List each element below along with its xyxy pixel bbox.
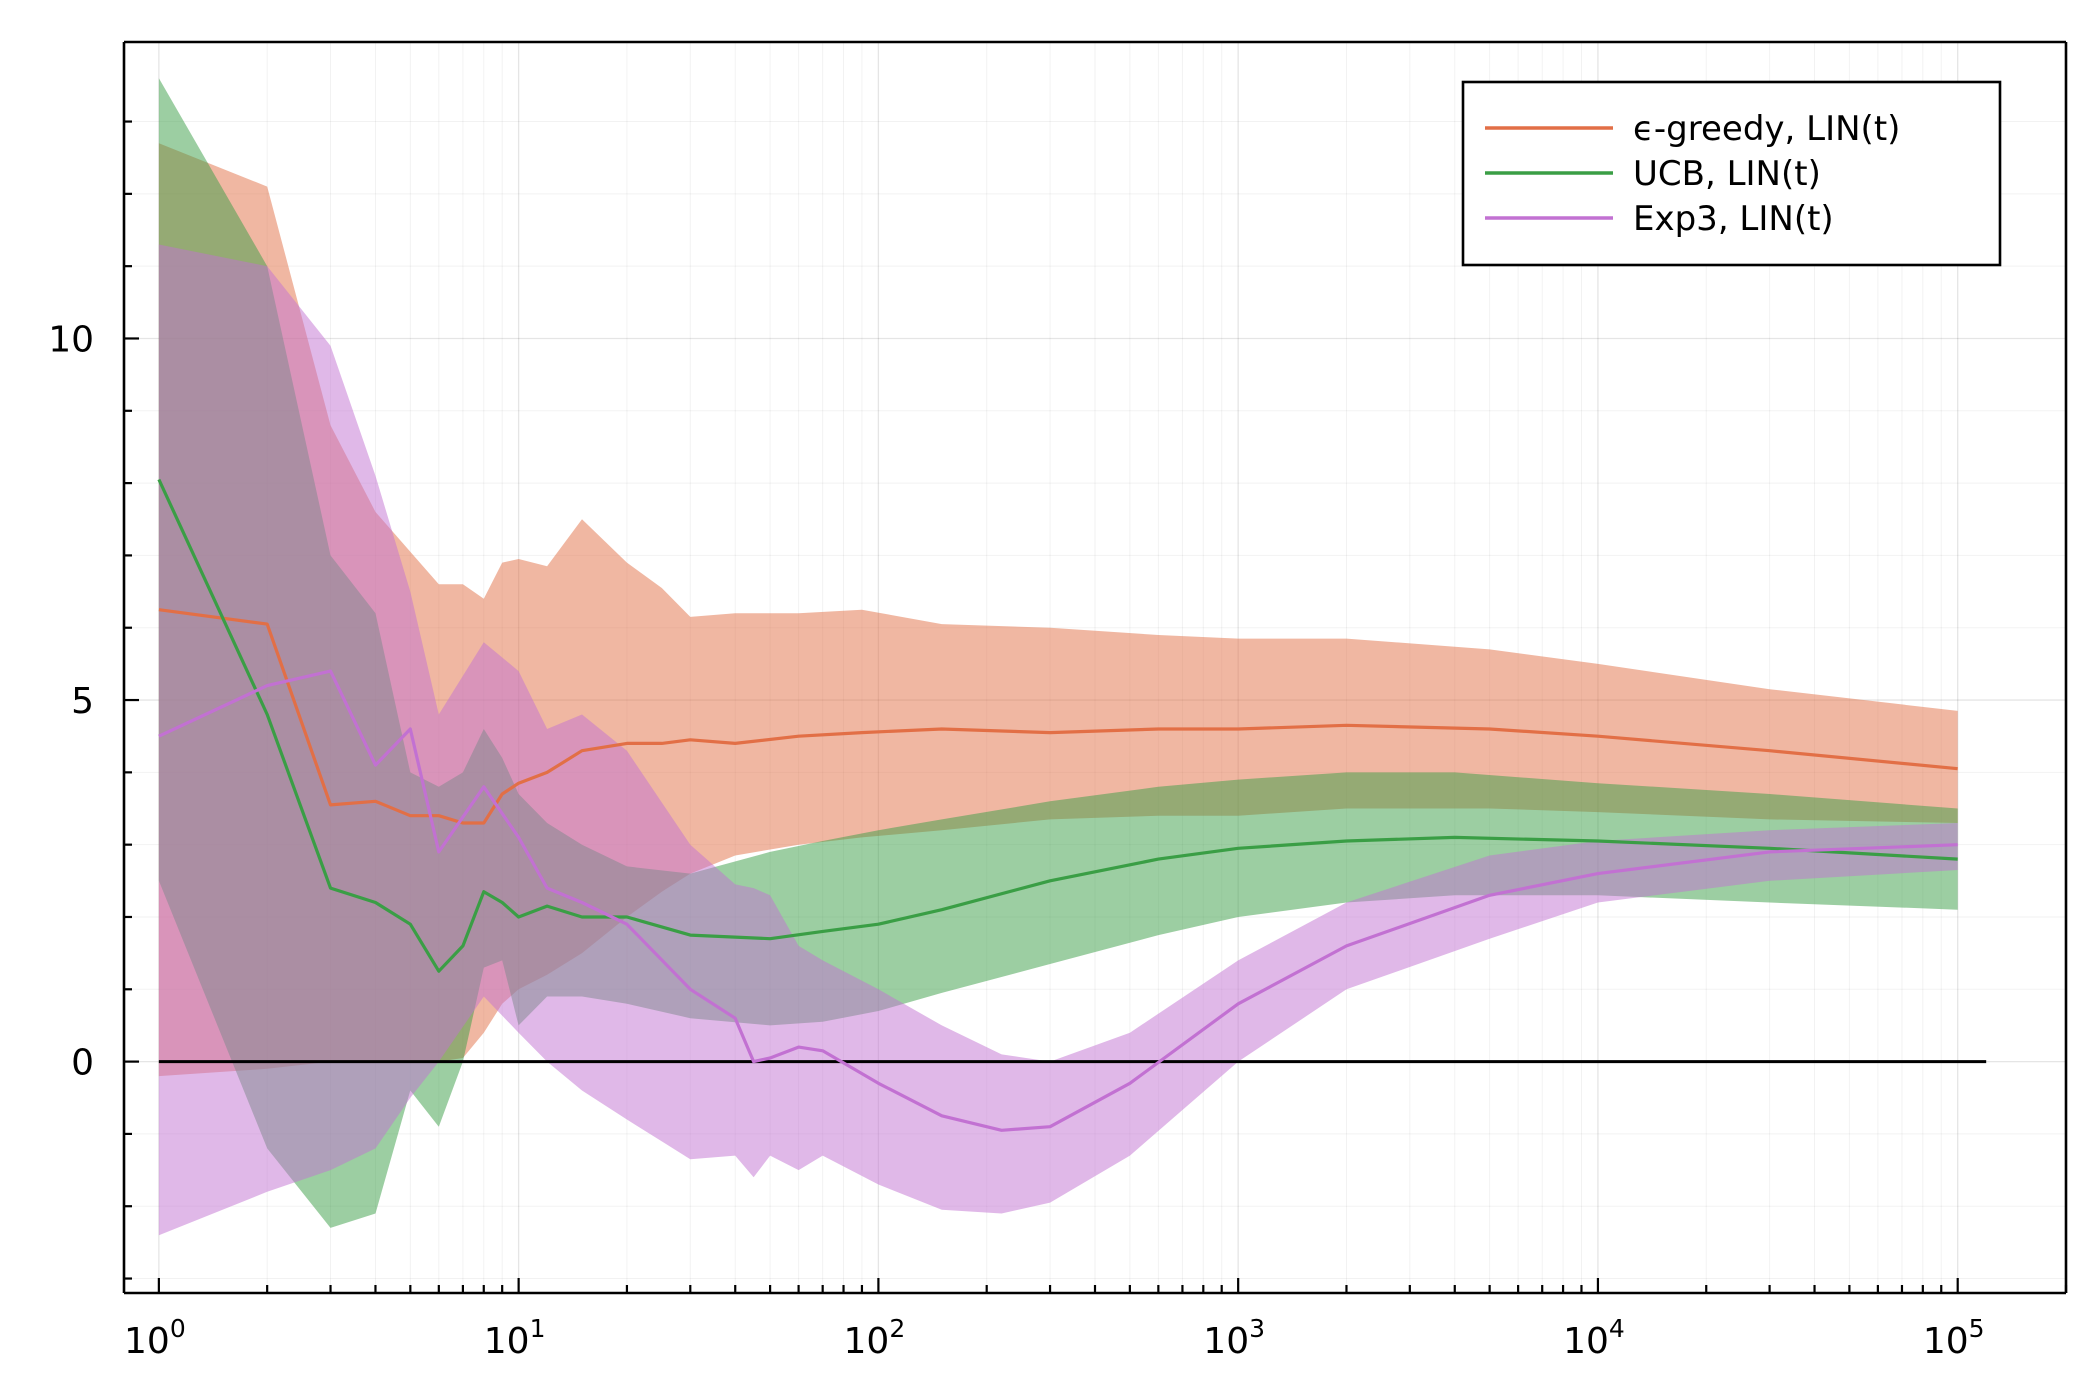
x-tick-label: 100 <box>124 1314 186 1362</box>
legend: ϵ-greedy, LIN(t) UCB, LIN(t) Exp3, LIN(t) <box>1461 80 2002 267</box>
legend-box <box>1461 80 2002 267</box>
x-tick-label: 102 <box>844 1314 906 1362</box>
x-tick-label: 105 <box>1923 1314 1985 1362</box>
series-0-line <box>158 608 1958 825</box>
x-tick-label: 103 <box>1203 1314 1265 1362</box>
y-tick-label: 0 <box>71 1043 94 1084</box>
legend-label-1: UCB, LIN(t) <box>1633 154 1821 194</box>
confidence-bands <box>158 78 1958 1236</box>
series-1-line <box>157 478 1958 973</box>
series-2-line <box>158 669 1958 1132</box>
legend-label-2: Exp3, LIN(t) <box>1633 199 1834 239</box>
x-tick-label: 101 <box>484 1314 546 1362</box>
y-tick-label: 5 <box>71 681 94 722</box>
x-tick-exponent: 2 <box>889 1314 905 1343</box>
x-tick-base: 10 <box>1563 1321 1609 1362</box>
x-tick-exponent: 0 <box>170 1314 186 1343</box>
series-2-band <box>158 244 1958 1236</box>
x-tick-exponent: 4 <box>1609 1314 1625 1343</box>
x-tick-base: 10 <box>484 1321 530 1362</box>
x-tick-base: 10 <box>1923 1321 1969 1362</box>
x-tick-exponent: 5 <box>1969 1314 1985 1343</box>
x-tick-exponent: 3 <box>1249 1314 1265 1343</box>
x-tick-base: 10 <box>844 1321 890 1362</box>
legend-label-0: ϵ-greedy, LIN(t) <box>1633 109 1900 149</box>
x-tick-base: 10 <box>124 1321 170 1362</box>
x-tick-label: 104 <box>1563 1314 1625 1362</box>
x-tick-exponent: 1 <box>530 1314 546 1343</box>
x-tick-base: 10 <box>1203 1321 1249 1362</box>
y-tick-label: 10 <box>48 319 94 360</box>
series-lines <box>157 478 1958 1132</box>
